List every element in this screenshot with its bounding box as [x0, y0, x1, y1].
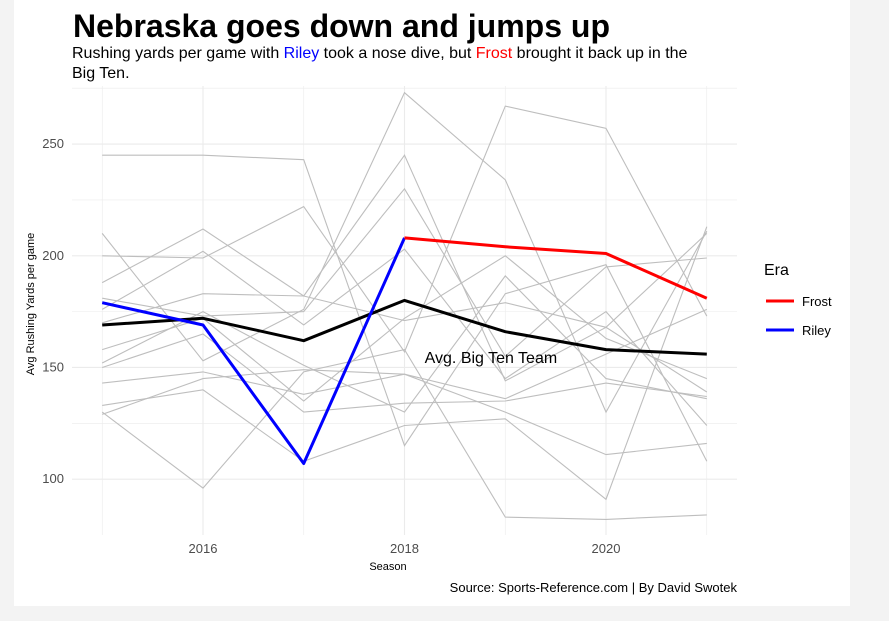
line-chart: Nebraska goes down and jumps up Rushing … [25, 8, 832, 595]
x-tick-label-2018: 2018 [390, 541, 419, 556]
team-line-12 [102, 226, 708, 501]
subtitle-part-5: brought it back up in the [512, 45, 687, 62]
chart-frame: Nebraska goes down and jumps up Rushing … [14, 0, 850, 606]
team-line-7 [102, 293, 708, 393]
background-series [101, 91, 708, 520]
chart-title: Nebraska goes down and jumps up [73, 8, 610, 44]
x-tick-labels: 2016 2018 2020 [189, 541, 621, 556]
team-line-3 [102, 105, 708, 353]
x-tick-label-2020: 2020 [592, 541, 621, 556]
average-line [102, 298, 707, 356]
frost-line [404, 236, 708, 300]
y-axis-title: Avg Rushing Yards per game [25, 233, 37, 375]
legend: Era Frost Riley [764, 262, 832, 338]
legend-label-frost: Frost [802, 294, 832, 309]
subtitle-part-3: took a nose dive, but [319, 45, 476, 62]
team-line-6 [101, 248, 708, 426]
average-annotation: Avg. Big Ten Team [425, 350, 558, 367]
x-tick-label-2016: 2016 [189, 541, 218, 556]
subtitle-part-1: Rushing yards per game with [72, 45, 284, 62]
team-line-14 [102, 308, 708, 415]
team-line-5 [102, 187, 707, 358]
team-line-1 [102, 154, 708, 462]
team-line-2 [101, 91, 708, 414]
chart-subtitle-line2: Big Ten. [72, 65, 130, 82]
legend-title: Era [764, 262, 789, 279]
y-tick-label-100: 100 [42, 471, 64, 486]
y-tick-label-200: 200 [42, 248, 64, 263]
chart-caption: Source: Sports-Reference.com | By David … [450, 580, 738, 595]
legend-label-riley: Riley [802, 323, 831, 338]
team-line-10 [102, 333, 707, 413]
team-line-9 [101, 275, 707, 413]
subtitle-part-frost: Frost [476, 45, 513, 62]
highlight-series [101, 236, 708, 465]
subtitle-part-riley: Riley [284, 45, 320, 62]
riley-line [101, 237, 406, 465]
x-axis-title: Season [369, 561, 406, 573]
y-tick-labels: 100 150 200 250 [42, 136, 64, 486]
chart-subtitle-line1: Rushing yards per game with Riley took a… [72, 45, 688, 62]
y-tick-label-150: 150 [42, 359, 64, 374]
y-tick-label-250: 250 [42, 136, 64, 151]
team-line-13 [101, 348, 707, 520]
grid-major [72, 86, 737, 535]
